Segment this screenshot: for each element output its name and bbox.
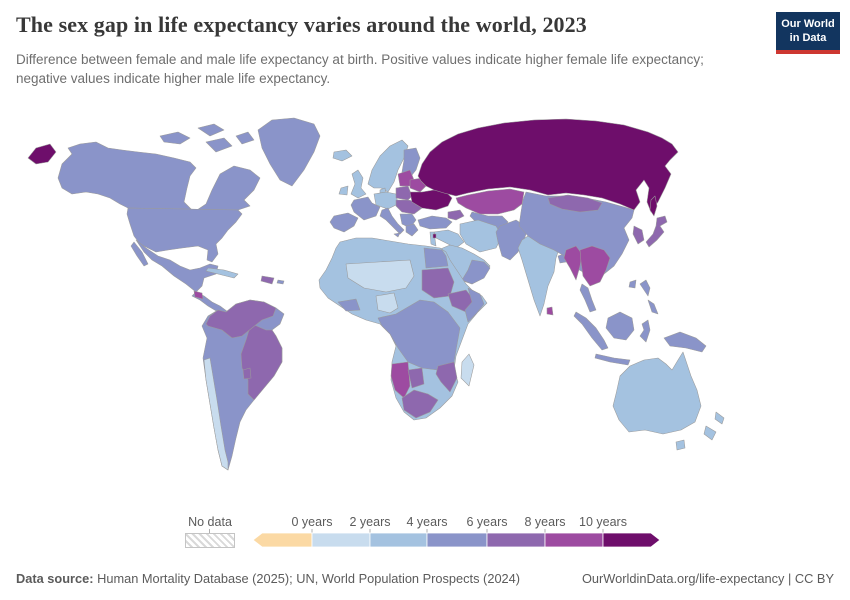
owid-logo-line2: in Data xyxy=(789,32,827,45)
region-new-zealand-south[interactable] xyxy=(703,425,717,441)
legend-tick-10: 10 years xyxy=(579,515,627,529)
region-united-kingdom[interactable] xyxy=(350,169,367,199)
region-sakhalin[interactable] xyxy=(649,195,658,217)
region-malaysia[interactable] xyxy=(579,283,597,313)
region-chukotka-russia[interactable] xyxy=(27,143,57,165)
region-guatemala-el-salvador[interactable] xyxy=(193,290,204,300)
region-iceland[interactable] xyxy=(332,149,353,162)
region-west-africa[interactable] xyxy=(337,298,361,312)
region-cuba[interactable] xyxy=(205,267,239,279)
legend-tick-8: 8 years xyxy=(524,515,566,529)
region-new-guinea[interactable] xyxy=(663,331,707,353)
region-south-africa[interactable] xyxy=(401,389,439,419)
region-kazakhstan[interactable] xyxy=(455,188,525,215)
region-myanmar[interactable] xyxy=(563,245,583,281)
region-botswana[interactable] xyxy=(407,367,425,389)
region-spain-portugal[interactable] xyxy=(329,212,359,233)
region-iran[interactable] xyxy=(459,219,503,253)
region-tasmania[interactable] xyxy=(675,439,686,451)
region-taiwan[interactable] xyxy=(628,279,637,289)
legend-bin-negative[interactable] xyxy=(253,532,313,548)
region-syria-iraq[interactable] xyxy=(433,229,465,249)
region-russia[interactable] xyxy=(417,118,679,213)
region-mexico[interactable] xyxy=(135,239,219,293)
region-australia[interactable] xyxy=(612,351,702,435)
region-java[interactable] xyxy=(594,353,631,366)
data-source-text: Human Mortality Database (2025); UN, Wor… xyxy=(93,571,521,586)
region-hispaniola[interactable] xyxy=(260,275,275,285)
legend-tick-4: 4 years xyxy=(406,515,448,529)
region-egypt[interactable] xyxy=(423,247,449,269)
region-sumatra[interactable] xyxy=(573,311,609,351)
region-lebanon[interactable] xyxy=(432,233,437,239)
legend-no-data-swatch[interactable] xyxy=(185,533,235,548)
region-ukraine[interactable] xyxy=(409,189,453,211)
region-france[interactable] xyxy=(350,196,381,221)
region-turkey[interactable] xyxy=(417,215,453,230)
region-korea[interactable] xyxy=(632,225,645,245)
region-baja-california[interactable] xyxy=(130,241,149,267)
legend-color-bar xyxy=(253,529,661,548)
region-oman-yemen[interactable] xyxy=(461,259,491,285)
owid-logo[interactable]: Our World in Data xyxy=(776,12,840,54)
region-arctic-islands[interactable] xyxy=(159,123,255,153)
legend-no-data-label: No data xyxy=(188,515,232,529)
legend-bin-10-plus[interactable] xyxy=(602,532,661,548)
legend-bin-8-10[interactable] xyxy=(544,532,604,548)
legend-bin-2-4[interactable] xyxy=(369,532,428,548)
region-ireland[interactable] xyxy=(338,185,349,196)
legend-no-data-tick xyxy=(209,529,210,533)
region-sicily[interactable] xyxy=(393,232,401,238)
region-nigeria[interactable] xyxy=(375,292,399,314)
region-poland[interactable] xyxy=(395,185,413,201)
region-madagascar[interactable] xyxy=(460,353,475,387)
owid-logo-accent xyxy=(776,49,840,54)
legend-bin-0-2[interactable] xyxy=(311,532,371,548)
region-sri-lanka[interactable] xyxy=(546,306,554,316)
region-greenland[interactable] xyxy=(257,117,321,187)
owid-logo-line1: Our World xyxy=(781,18,835,30)
region-mongolia[interactable] xyxy=(547,194,603,213)
legend-bin-6-8[interactable] xyxy=(486,532,546,548)
data-source-label: Data source: xyxy=(16,571,94,586)
legend-tick-2: 2 years xyxy=(349,515,391,529)
owid-url-link[interactable]: OurWorldinData.org/life-expectancy xyxy=(581,571,785,586)
region-zimbabwe-mozambique[interactable] xyxy=(435,361,458,393)
region-philippines-south[interactable] xyxy=(647,299,659,315)
world-map xyxy=(27,117,725,471)
region-canada[interactable] xyxy=(57,141,261,213)
region-philippines-north[interactable] xyxy=(639,279,651,297)
legend-bin-4-6[interactable] xyxy=(426,532,488,548)
region-puerto-rico[interactable] xyxy=(276,279,285,285)
region-italy[interactable] xyxy=(379,207,405,235)
region-caucasus[interactable] xyxy=(447,209,465,221)
page-title: The sex gap in life expectancy varies ar… xyxy=(16,12,587,37)
region-new-zealand-north[interactable] xyxy=(714,411,725,425)
region-thailand-vietnam[interactable] xyxy=(579,245,611,287)
region-sahel[interactable] xyxy=(345,259,415,293)
legend-tick-6: 6 years xyxy=(466,515,508,529)
region-greece[interactable] xyxy=(405,223,419,237)
region-japan[interactable] xyxy=(645,215,668,248)
region-united-states[interactable] xyxy=(126,207,243,263)
license-text: | CC BY xyxy=(784,571,834,586)
footer-link-area: OurWorldinData.org/life-expectancy | CC … xyxy=(582,571,834,586)
region-somalia[interactable] xyxy=(464,287,485,323)
data-source-note: Data source: Human Mortality Database (2… xyxy=(16,571,520,586)
region-chile[interactable] xyxy=(203,357,229,471)
region-borneo[interactable] xyxy=(605,311,635,341)
chart-subtitle: Difference between female and male life … xyxy=(16,52,704,87)
region-colombia-venezuela-ecuador[interactable] xyxy=(205,299,277,339)
region-paraguay[interactable] xyxy=(242,367,252,380)
region-brazil[interactable] xyxy=(240,323,283,401)
legend-tick-0: 0 years xyxy=(291,515,333,529)
region-sulawesi[interactable] xyxy=(639,319,651,343)
owid-logo-box: Our World in Data xyxy=(776,12,840,50)
